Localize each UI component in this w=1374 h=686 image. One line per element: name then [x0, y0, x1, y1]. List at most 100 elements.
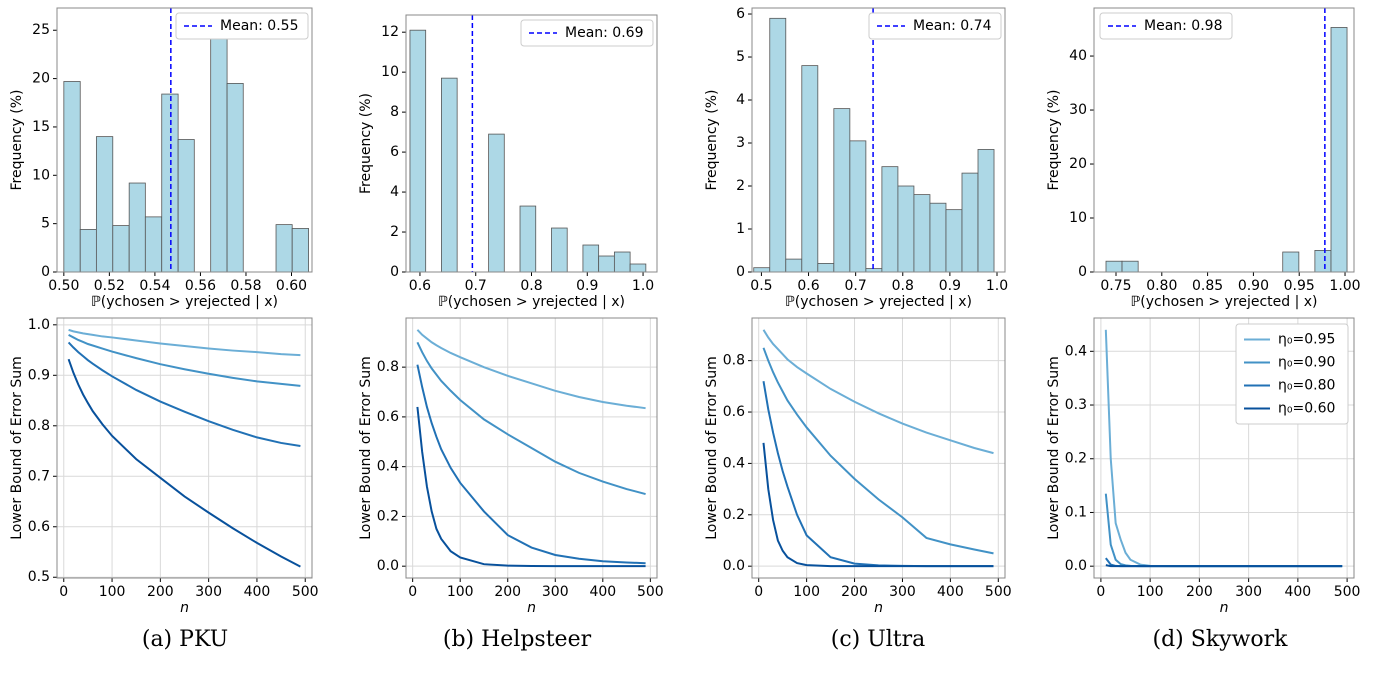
x-axis-label: n: [180, 600, 189, 616]
y-tick-label: 5: [41, 216, 50, 232]
x-tick-label: 500: [292, 584, 319, 600]
bar: [613, 251, 631, 273]
x-tick-label: 300: [1235, 584, 1262, 600]
legend-box: [1099, 12, 1233, 40]
y-tick-label: 0.8: [377, 359, 399, 375]
y-tick-label: 0.3: [1065, 397, 1087, 413]
x-tick-label: 400: [244, 584, 271, 600]
y-tick-label: 0.6: [723, 404, 745, 420]
y-tick-label: 4: [736, 92, 745, 108]
bar: [929, 202, 947, 273]
x-tick-label: 0.85: [1192, 278, 1223, 294]
legend-box: [868, 12, 1002, 40]
bar: [488, 133, 505, 273]
x-tick-label: 1.0: [986, 278, 1008, 294]
x-tick-label: 0.58: [230, 278, 261, 294]
line: [416, 364, 646, 565]
bar: [441, 77, 458, 273]
x-tick-label: 0.9: [576, 278, 598, 294]
bar: [144, 216, 163, 273]
y-tick-label: 1.0: [28, 317, 50, 333]
y-tick-label: 0.9: [28, 367, 50, 383]
y-tick-label: 30: [1069, 102, 1087, 118]
x-tick-label: 0.7: [845, 278, 867, 294]
bar: [1282, 251, 1300, 273]
bar: [865, 268, 883, 273]
x-axis-label: n: [527, 600, 536, 616]
x-tick-label: 0.90: [1238, 278, 1269, 294]
x-tick-label: 100: [447, 584, 474, 600]
x-tick-label: 0.95: [1284, 278, 1315, 294]
x-tick-label: 0: [754, 584, 763, 600]
bar: [785, 258, 803, 273]
y-tick-label: 4: [390, 184, 399, 200]
x-tick-label: 0.9: [939, 278, 961, 294]
x-tick-label: 0.5: [750, 278, 772, 294]
legend-box: [175, 12, 309, 40]
y-axis-label: Frequency (%): [358, 93, 374, 194]
x-tick-label: 0.6: [797, 278, 819, 294]
x-tick-label: 0: [408, 584, 417, 600]
x-tick-label: 1.00: [1329, 278, 1360, 294]
x-tick-label: 0.7: [465, 278, 487, 294]
line: [416, 329, 646, 410]
bar: [881, 166, 899, 273]
bar: [849, 140, 867, 273]
bar: [897, 185, 915, 273]
y-tick-label: 0: [736, 264, 745, 280]
legend-label: Mean: 0.69: [565, 25, 643, 41]
bar: [112, 225, 130, 273]
y-tick-label: 1: [736, 221, 745, 237]
x-axis-label: ℙ(ychosen > yrejected | x): [1130, 294, 1317, 310]
y-tick-label: 0.4: [723, 455, 745, 471]
y-tick-label: 20: [32, 71, 50, 87]
line: [762, 347, 994, 555]
line: [67, 341, 301, 447]
y-axis-label: Lower Bound of Error Sum: [1046, 356, 1062, 540]
bar: [95, 136, 114, 273]
bar: [833, 108, 851, 273]
bar: [161, 93, 179, 273]
y-tick-label: 0.2: [1065, 451, 1087, 467]
y-tick-label: 0: [390, 264, 399, 280]
line: [68, 334, 301, 387]
x-axis-label: n: [874, 600, 883, 616]
bar: [817, 263, 835, 273]
x-tick-label: 300: [195, 584, 222, 600]
y-tick-label: 8: [390, 104, 399, 120]
y-tick-label: 6: [390, 144, 399, 160]
line: [416, 406, 646, 568]
y-tick-label: 0.6: [28, 519, 50, 535]
x-tick-label: 0.6: [409, 278, 431, 294]
y-tick-label: 0: [41, 264, 50, 280]
x-tick-label: 100: [1137, 584, 1164, 600]
caption: (d) Skywork: [1153, 627, 1289, 652]
y-tick-label: 10: [32, 167, 50, 183]
legend-box: [520, 19, 654, 47]
line: [762, 381, 994, 568]
x-tick-label: 0.8: [892, 278, 914, 294]
x-tick-label: 0.56: [185, 278, 216, 294]
x-tick-label: 400: [589, 584, 616, 600]
y-tick-label: 2: [736, 178, 745, 194]
x-tick-label: 200: [147, 584, 174, 600]
x-axis-label: ℙ(ychosen > yrejected | x): [438, 294, 625, 310]
x-tick-label: 0.54: [139, 278, 170, 294]
x-tick-label: 1.0: [632, 278, 654, 294]
legend-label: Mean: 0.55: [220, 18, 298, 34]
y-tick-label: 0.5: [28, 569, 50, 585]
bar: [945, 209, 963, 273]
y-axis-label: Frequency (%): [704, 89, 720, 190]
x-tick-label: 0: [1096, 584, 1105, 600]
x-tick-label: 500: [637, 584, 664, 600]
bar: [582, 244, 600, 273]
y-tick-label: 0.4: [377, 459, 399, 475]
x-tick-label: 400: [1284, 584, 1311, 600]
bar: [226, 83, 244, 273]
caption: (a) PKU: [142, 627, 228, 652]
bar: [128, 182, 146, 273]
y-tick-label: 12: [381, 24, 399, 40]
bar: [977, 149, 995, 273]
x-tick-label: 200: [1186, 584, 1213, 600]
y-axis-label: Frequency (%): [1046, 89, 1062, 190]
